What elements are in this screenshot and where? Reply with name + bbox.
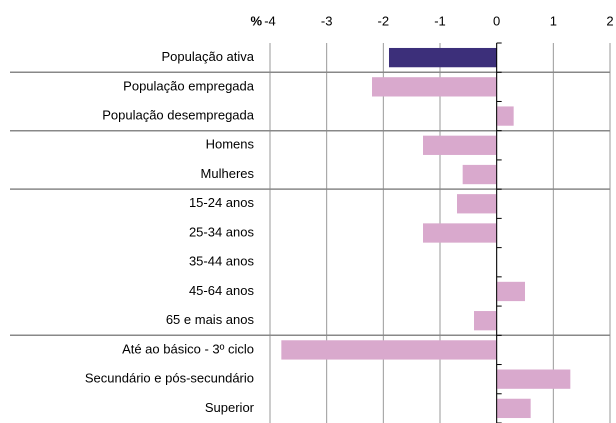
- y-tick-label: Secundário e pós-secundário: [85, 371, 254, 386]
- y-tick-label: Mulheres: [201, 166, 255, 181]
- y-tick-label: População desempregada: [102, 108, 255, 123]
- x-tick-label: -4: [264, 13, 276, 28]
- y-tick-label: Homens: [206, 137, 255, 152]
- bar: [423, 135, 497, 155]
- y-tick-label: 45-64 anos: [189, 283, 255, 298]
- bar: [474, 311, 497, 331]
- bar: [462, 164, 497, 185]
- bar: [496, 398, 531, 419]
- y-tick-label: 65 e mais anos: [166, 312, 255, 327]
- x-tick-label: 2: [606, 13, 613, 28]
- bar: [496, 106, 514, 126]
- x-tick-label: -3: [321, 13, 333, 28]
- bar: [281, 340, 497, 360]
- x-tick-label: 0: [493, 13, 500, 28]
- y-tick-label: 35-44 anos: [189, 254, 255, 269]
- x-tick-label: 1: [550, 13, 557, 28]
- y-tick-label: 15-24 anos: [189, 195, 255, 210]
- x-tick-label: -2: [378, 13, 390, 28]
- y-tick-label: População ativa: [161, 49, 254, 64]
- x-axis-label: %: [250, 13, 262, 28]
- y-tick-label: Até ao básico - 3º ciclo: [122, 341, 254, 356]
- y-tick-label: Superior: [205, 400, 255, 415]
- bar: [372, 77, 497, 97]
- y-tick-label: 25-34 anos: [189, 224, 255, 239]
- bar: [457, 194, 497, 214]
- y-tick-label: População empregada: [123, 78, 255, 93]
- bar: [496, 281, 525, 302]
- x-tick-label: -1: [434, 13, 446, 28]
- bar: [389, 47, 497, 68]
- bar: [423, 223, 497, 243]
- bar: [496, 369, 571, 389]
